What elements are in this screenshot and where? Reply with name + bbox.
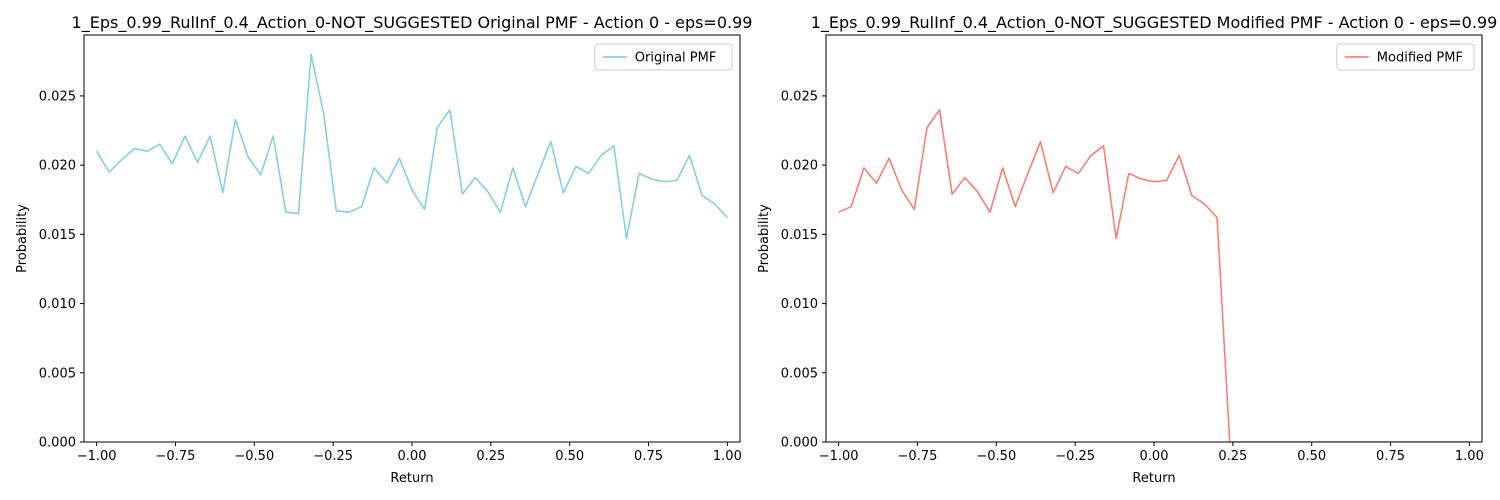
x-tick-label: 0.00 [1140,449,1169,464]
x-tick-label: 0.25 [1218,449,1247,464]
y-tick-label: 0.020 [781,159,818,174]
legend: Modified PMF [1336,43,1475,71]
x-tick-label: 0.25 [476,449,505,464]
x-tick-label: −0.50 [234,449,274,464]
y-tick-label: 0.000 [39,436,76,451]
y-tick-label: 0.015 [39,228,76,243]
series-line-1 [838,108,1470,442]
x-tick-label: −0.75 [156,449,196,464]
x-axis-label: Return [1132,471,1175,486]
x-tick-label: 0.50 [555,449,584,464]
y-tick-label: 0.015 [781,228,818,243]
y-tick-label: 0.025 [39,89,76,104]
y-tick-label: 0.000 [781,436,818,451]
y-tick-label: 0.005 [39,366,76,381]
x-tick-label: 0.50 [1297,449,1326,464]
x-tick-label: 0.75 [1376,449,1405,464]
x-tick-label: 0.00 [398,449,427,464]
chart-title: 1_Eps_0.99_RulInf_0.4_Action_0-NOT_SUGGE… [72,13,753,33]
chart-1: 1_Eps_0.99_RulInf_0.4_Action_0-NOT_SUGGE… [15,13,752,486]
chart-title: 1_Eps_0.99_RulInf_0.4_Action_0-NOT_SUGGE… [811,13,1498,33]
legend-label: Original PMF [635,51,717,66]
x-tick-label: −1.00 [77,449,117,464]
x-tick-label: −0.25 [313,449,353,464]
x-tick-label: −1.00 [819,449,859,464]
y-axis-label: Probability [15,204,30,273]
legend-box [1336,43,1475,71]
legend-box [594,43,733,71]
legend: Original PMF [594,43,733,71]
y-tick-label: 0.010 [39,297,76,312]
y-tick-label: 0.025 [781,89,818,104]
x-tick-label: 0.75 [634,449,663,464]
x-tick-label: 1.00 [1455,449,1484,464]
legend-label: Modified PMF [1377,51,1463,66]
x-tick-label: 1.00 [713,449,742,464]
x-tick-label: −0.75 [898,449,938,464]
charts-layer: 1_Eps_0.99_RulInf_0.4_Action_0-NOT_SUGGE… [15,13,1497,486]
x-axis-label: Return [390,471,433,486]
series-line-1 [95,53,728,240]
x-tick-label: −0.25 [1055,449,1095,464]
y-tick-label: 0.005 [781,366,818,381]
y-tick-label: 0.020 [39,159,76,174]
x-tick-label: −0.50 [976,449,1016,464]
y-tick-label: 0.010 [781,297,818,312]
y-axis-label: Probability [757,204,772,273]
chart-2: 1_Eps_0.99_RulInf_0.4_Action_0-NOT_SUGGE… [757,13,1497,486]
